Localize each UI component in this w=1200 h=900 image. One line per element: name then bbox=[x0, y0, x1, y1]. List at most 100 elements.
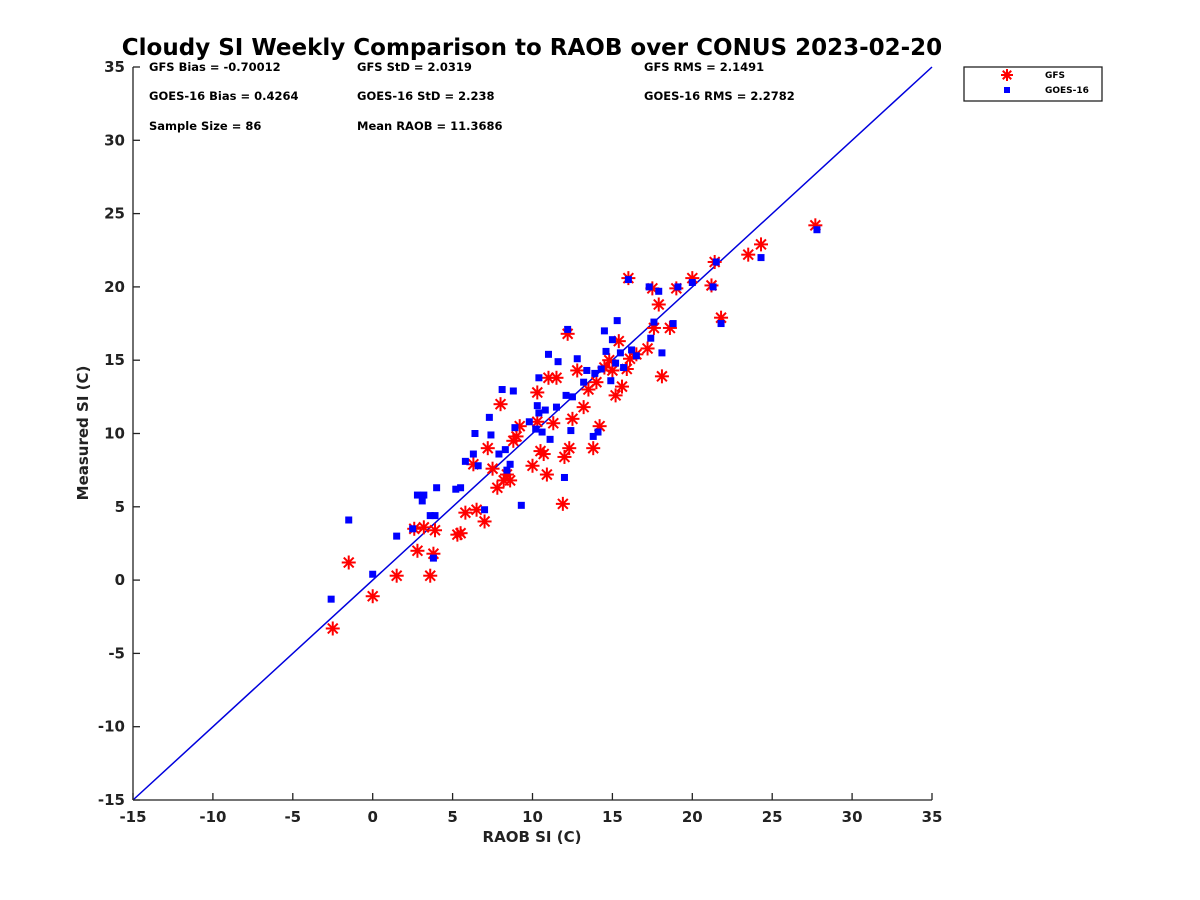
x-tick-label: 10 bbox=[522, 808, 543, 826]
goes16-point bbox=[409, 525, 417, 533]
goes16-point bbox=[544, 350, 552, 358]
goes16-point bbox=[420, 491, 428, 499]
x-tick-label: 25 bbox=[762, 808, 783, 826]
gfs-point bbox=[325, 621, 340, 636]
goes16-point bbox=[567, 427, 575, 435]
y-tick-label: 15 bbox=[104, 351, 125, 369]
goes16-point bbox=[597, 365, 605, 373]
gfs-point bbox=[341, 555, 356, 570]
goes16-point bbox=[757, 254, 765, 262]
x-tick-label: -5 bbox=[284, 808, 301, 826]
goes16-point bbox=[620, 364, 628, 372]
goes16-point bbox=[393, 532, 401, 540]
gfs-point bbox=[549, 370, 564, 385]
gfs-std-text: GFS StD = 2.0319 bbox=[357, 60, 472, 74]
gfs-point bbox=[530, 385, 545, 400]
goes16-point bbox=[481, 506, 489, 514]
gfs-point bbox=[525, 458, 540, 473]
gfs-point bbox=[416, 520, 431, 535]
gfs-point bbox=[602, 353, 617, 368]
gfs-point bbox=[389, 568, 404, 583]
gfs-point bbox=[365, 589, 380, 604]
goes16-point bbox=[535, 409, 543, 417]
goes16-point bbox=[613, 317, 621, 325]
gfs-point bbox=[428, 523, 443, 538]
gfs-point bbox=[589, 375, 604, 390]
goes16-point bbox=[562, 391, 570, 399]
goes16-point bbox=[655, 287, 663, 295]
legend-goes16-marker bbox=[1004, 87, 1010, 93]
goes16-point bbox=[431, 512, 439, 520]
gfs-rms-text: GFS RMS = 2.1491 bbox=[644, 60, 764, 74]
goes16-point bbox=[580, 378, 588, 386]
x-ticks: -15 -10 -5 0 5 10 15 20 25 30 35 bbox=[119, 793, 942, 826]
goes16-point bbox=[506, 460, 514, 468]
goes16-point bbox=[612, 359, 620, 367]
goes16-point bbox=[608, 336, 616, 344]
goes16-point bbox=[560, 473, 568, 481]
goes16-point bbox=[517, 501, 525, 509]
goes16-point bbox=[624, 276, 632, 284]
x-tick-label: 20 bbox=[682, 808, 703, 826]
legend-gfs-label: GFS bbox=[1045, 71, 1065, 81]
goes16-point bbox=[525, 418, 533, 426]
chart-title: Cloudy SI Weekly Comparison to RAOB over… bbox=[122, 35, 942, 61]
legend-gfs-marker bbox=[1001, 69, 1013, 81]
goes16-point bbox=[632, 352, 640, 360]
gfs-point bbox=[480, 441, 495, 456]
gfs-point bbox=[503, 473, 518, 488]
goes16-point bbox=[369, 570, 377, 578]
x-axis-label: RAOB SI (C) bbox=[483, 828, 582, 846]
goes16-point bbox=[628, 346, 636, 354]
goes16-point bbox=[564, 325, 572, 333]
goes16-point bbox=[591, 369, 599, 377]
gfs-point bbox=[586, 441, 601, 456]
goes16-point bbox=[554, 358, 562, 366]
goes16-point bbox=[457, 484, 465, 492]
goes16-point bbox=[413, 491, 421, 499]
goes16-point bbox=[461, 457, 469, 465]
gfs-point bbox=[536, 447, 551, 462]
y-axis-label: Measured SI (C) bbox=[74, 366, 92, 501]
gfs-point bbox=[741, 247, 756, 262]
legend-box bbox=[963, 66, 1103, 102]
goes16-point bbox=[469, 450, 477, 458]
gfs-point bbox=[640, 341, 655, 356]
gfs-point bbox=[458, 505, 473, 520]
goes16-series bbox=[327, 226, 821, 603]
goes16-point bbox=[485, 413, 493, 421]
gfs-point bbox=[477, 514, 492, 529]
y-tick-label: 20 bbox=[104, 278, 125, 296]
goes16-point bbox=[429, 554, 437, 562]
goes16-point bbox=[594, 428, 602, 436]
goes16-point bbox=[538, 428, 546, 436]
goes16-point bbox=[669, 320, 677, 328]
goes16-point bbox=[535, 374, 543, 382]
goes-std-text: GOES-16 StD = 2.238 bbox=[357, 89, 494, 103]
goes16-point bbox=[573, 355, 581, 363]
gfs-point bbox=[423, 568, 438, 583]
plot-area: -15 -10 -5 0 5 10 15 20 25 30 35 -15 -10 -5 0 5 10 15 20 2… bbox=[98, 58, 943, 826]
gfs-point bbox=[410, 543, 425, 558]
goes16-point bbox=[471, 430, 479, 437]
y-tick-label: 30 bbox=[104, 131, 125, 149]
legend: GFS GOES-16 bbox=[963, 66, 1103, 102]
goes16-point bbox=[532, 425, 540, 433]
y-ticks: -15 -10 -5 0 5 10 15 20 25 30 35 bbox=[98, 58, 140, 809]
goes16-point bbox=[616, 349, 624, 357]
gfs-point bbox=[493, 397, 508, 412]
gfs-point bbox=[576, 400, 591, 415]
x-tick-label: 30 bbox=[842, 808, 863, 826]
goes16-point bbox=[589, 432, 597, 440]
gfs-point bbox=[614, 379, 629, 394]
x-tick-label: -15 bbox=[119, 808, 146, 826]
goes16-point bbox=[717, 320, 725, 328]
gfs-point bbox=[555, 496, 570, 511]
goes16-point bbox=[327, 595, 335, 603]
goes16-point bbox=[602, 347, 610, 355]
y-tick-label: -15 bbox=[98, 791, 125, 809]
gfs-point bbox=[485, 461, 500, 476]
goes16-point bbox=[712, 258, 720, 266]
gfs-series bbox=[325, 218, 823, 636]
gfs-point bbox=[509, 429, 524, 444]
